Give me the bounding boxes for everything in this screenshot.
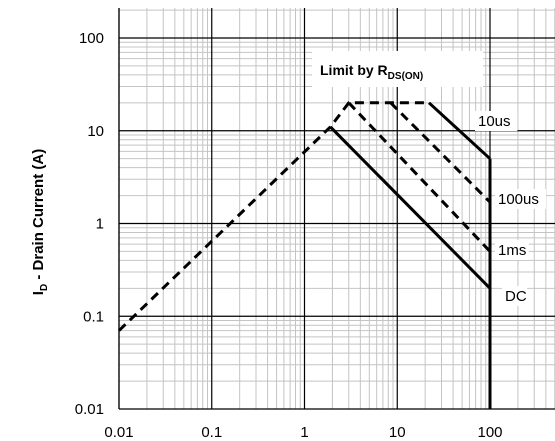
series-line-100us: [389, 101, 492, 204]
x-tick-label: 0.1: [201, 424, 222, 441]
tick-labels: 0.01 0.1 1 10 100 0.01 0.1 1 10 100: [75, 30, 503, 441]
y-tick-label: 0.01: [75, 401, 104, 418]
annotation-bg: [495, 189, 546, 209]
annotation-limit-rdson: Limit by RDS(ON): [320, 62, 423, 82]
series-line-dc: [329, 125, 492, 290]
y-axis-label-rest: - Drain Current (A): [30, 149, 47, 284]
annotation-100us: 100us: [498, 191, 539, 208]
y-tick-label: 0.1: [83, 308, 104, 325]
y-tick-label: 10: [87, 123, 104, 140]
annotation-bg: [475, 111, 518, 131]
annotation-1ms: 1ms: [498, 242, 526, 259]
x-tick-label: 100: [477, 424, 502, 441]
series-layer: [117, 101, 492, 409]
x-tick-label: 10: [389, 424, 406, 441]
y-axis-label: ID - Drain Current (A): [30, 149, 50, 295]
y-axis-label-sub: D: [39, 284, 50, 291]
y-tick-label: 1: [96, 216, 104, 233]
series-line-1ms: [347, 101, 492, 253]
annotation-dc: DC: [505, 288, 527, 305]
y-tick-label: 100: [79, 30, 104, 47]
annotation-limit-sub: DS(ON): [388, 71, 424, 82]
y-axis-label-main: I: [30, 291, 47, 295]
x-tick-label: 0.01: [104, 424, 133, 441]
x-tick-label: 1: [300, 424, 308, 441]
series-line-10us: [427, 101, 492, 160]
annotation-10us: 10us: [478, 113, 511, 130]
annotation-bg: [502, 286, 528, 306]
annotation-limit-text: Limit by R: [320, 62, 388, 78]
annotation-bg: [495, 240, 529, 260]
annotation-layer: Limit by RDS(ON) 10us 100us 1ms DC: [312, 51, 546, 306]
series-line-limit-by-rds-on-: [117, 101, 429, 332]
annotation-box: [312, 51, 483, 87]
